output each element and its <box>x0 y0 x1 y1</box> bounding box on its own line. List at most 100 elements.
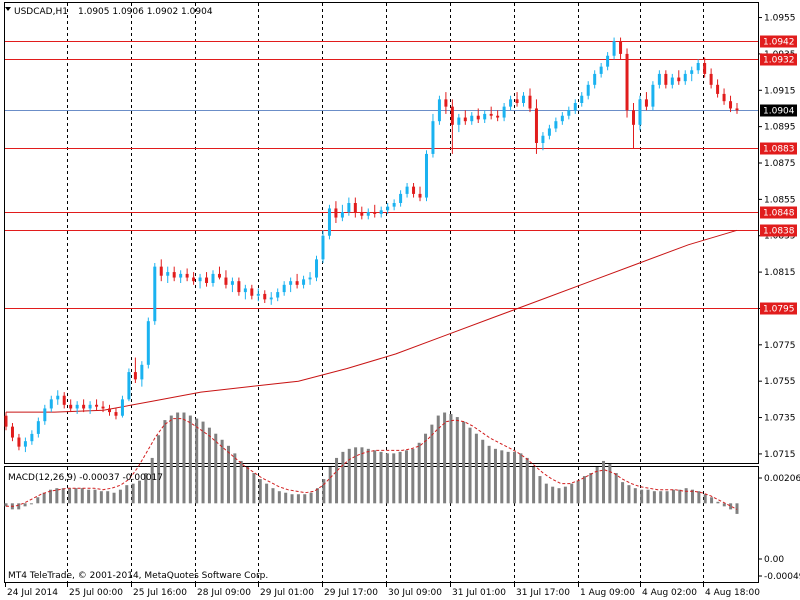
macd-bar <box>538 476 542 504</box>
level-tag <box>760 224 797 237</box>
main-chart-frame <box>4 2 759 464</box>
price-axis[interactable]: 1.09551.09351.09151.08951.08751.08551.08… <box>758 14 796 460</box>
macd-bar <box>652 491 656 504</box>
candle-body <box>56 395 60 400</box>
macd-bar <box>379 451 383 504</box>
price-tick-label: 1.0855 <box>764 195 796 205</box>
macd-bar <box>341 451 345 504</box>
macd-bar <box>55 488 59 504</box>
macd-bar <box>621 482 625 504</box>
candle-body <box>586 84 590 96</box>
macd-bar <box>42 492 46 504</box>
macd-bar <box>144 473 148 504</box>
candle-body <box>567 110 571 116</box>
candle-body <box>10 426 14 438</box>
candle-body <box>431 121 435 154</box>
macd-bar <box>430 424 434 504</box>
macd-bar <box>150 457 154 504</box>
macd-bar <box>665 491 669 504</box>
candle-body <box>146 321 150 365</box>
macd-bar <box>703 494 707 504</box>
candle-body <box>250 288 254 296</box>
macd-bar <box>87 489 91 504</box>
macd-bar <box>525 457 529 504</box>
macd-bar <box>398 451 402 504</box>
price-tick-label: 1.0955 <box>764 14 796 24</box>
macd-bar <box>48 489 52 504</box>
macd-bar <box>697 491 701 504</box>
candle-body <box>276 292 280 298</box>
macd-bar <box>608 463 612 504</box>
candle-body <box>554 121 558 129</box>
macd-bar <box>17 503 21 510</box>
candle-body <box>379 210 383 214</box>
candle-body <box>327 208 331 236</box>
level-tag <box>760 302 797 315</box>
macd-bar <box>36 497 40 504</box>
macd-bar <box>710 497 714 504</box>
price-tick-label: 1.0815 <box>764 268 796 278</box>
candles <box>4 37 739 453</box>
candle-body <box>295 281 299 285</box>
time-tick-label: 30 Jul 09:00 <box>388 588 442 598</box>
candle-body <box>4 415 8 427</box>
macd-bar <box>335 457 339 504</box>
candle-body <box>547 128 551 136</box>
macd-bar <box>106 491 110 504</box>
time-axis[interactable]: 24 Jul 2014 25 Jul 00:00 25 Jul 16:00 28 Ju… <box>5 583 761 598</box>
candle-body <box>716 84 720 94</box>
time-tick-label: 1 Aug 09:00 <box>580 588 635 598</box>
candle-body <box>179 273 183 278</box>
candle-body <box>541 135 545 143</box>
macd-bar <box>309 492 313 504</box>
macd-bar <box>449 414 453 504</box>
macd-tick-label: -0.00049 <box>764 572 800 582</box>
macd-bar <box>474 433 478 504</box>
macd-bar <box>239 460 243 504</box>
macd-bar <box>481 439 485 504</box>
candle-body <box>444 99 448 107</box>
candle-body <box>82 404 86 409</box>
macd-bar <box>99 491 103 504</box>
macd-bar <box>595 467 599 504</box>
macd-bar <box>182 412 186 504</box>
macd-bar <box>207 427 211 504</box>
macd-bar <box>195 418 199 504</box>
candle-body <box>43 408 47 422</box>
candle-body <box>211 273 215 283</box>
macd-bar <box>424 433 428 504</box>
macd-bar <box>646 489 650 504</box>
candle-body <box>230 281 234 285</box>
macd-bar <box>392 453 396 504</box>
candle-body <box>347 203 351 213</box>
candle-body <box>625 53 629 111</box>
chart-menu-triangle-icon[interactable] <box>5 7 11 11</box>
level-tag-label: 1.0795 <box>763 305 795 315</box>
candle-body <box>483 113 487 120</box>
candle-body <box>172 272 176 278</box>
macd-bar <box>633 488 637 504</box>
macd-indicator <box>4 412 739 514</box>
macd-bar <box>532 467 536 504</box>
level-tag-label: 1.0942 <box>763 38 795 48</box>
macd-bar <box>487 445 491 504</box>
candle-body <box>36 421 40 434</box>
current-price-label: 1.0904 <box>763 107 795 117</box>
macd-bar <box>29 503 33 505</box>
candle-body <box>522 95 526 103</box>
macd-bar <box>500 450 504 504</box>
macd-bar <box>557 488 561 504</box>
symbol-label: USDCAD,H1 <box>14 7 68 17</box>
macd-bar <box>462 421 466 504</box>
macd-bar <box>373 450 377 504</box>
moving-average <box>6 229 738 413</box>
macd-bar <box>157 435 161 504</box>
macd-bar <box>455 417 459 504</box>
horizontal-levels[interactable] <box>5 41 758 309</box>
candle-body <box>709 73 713 85</box>
candle-body <box>424 153 428 198</box>
macd-bar <box>493 448 497 504</box>
vertical-grid <box>67 3 704 582</box>
